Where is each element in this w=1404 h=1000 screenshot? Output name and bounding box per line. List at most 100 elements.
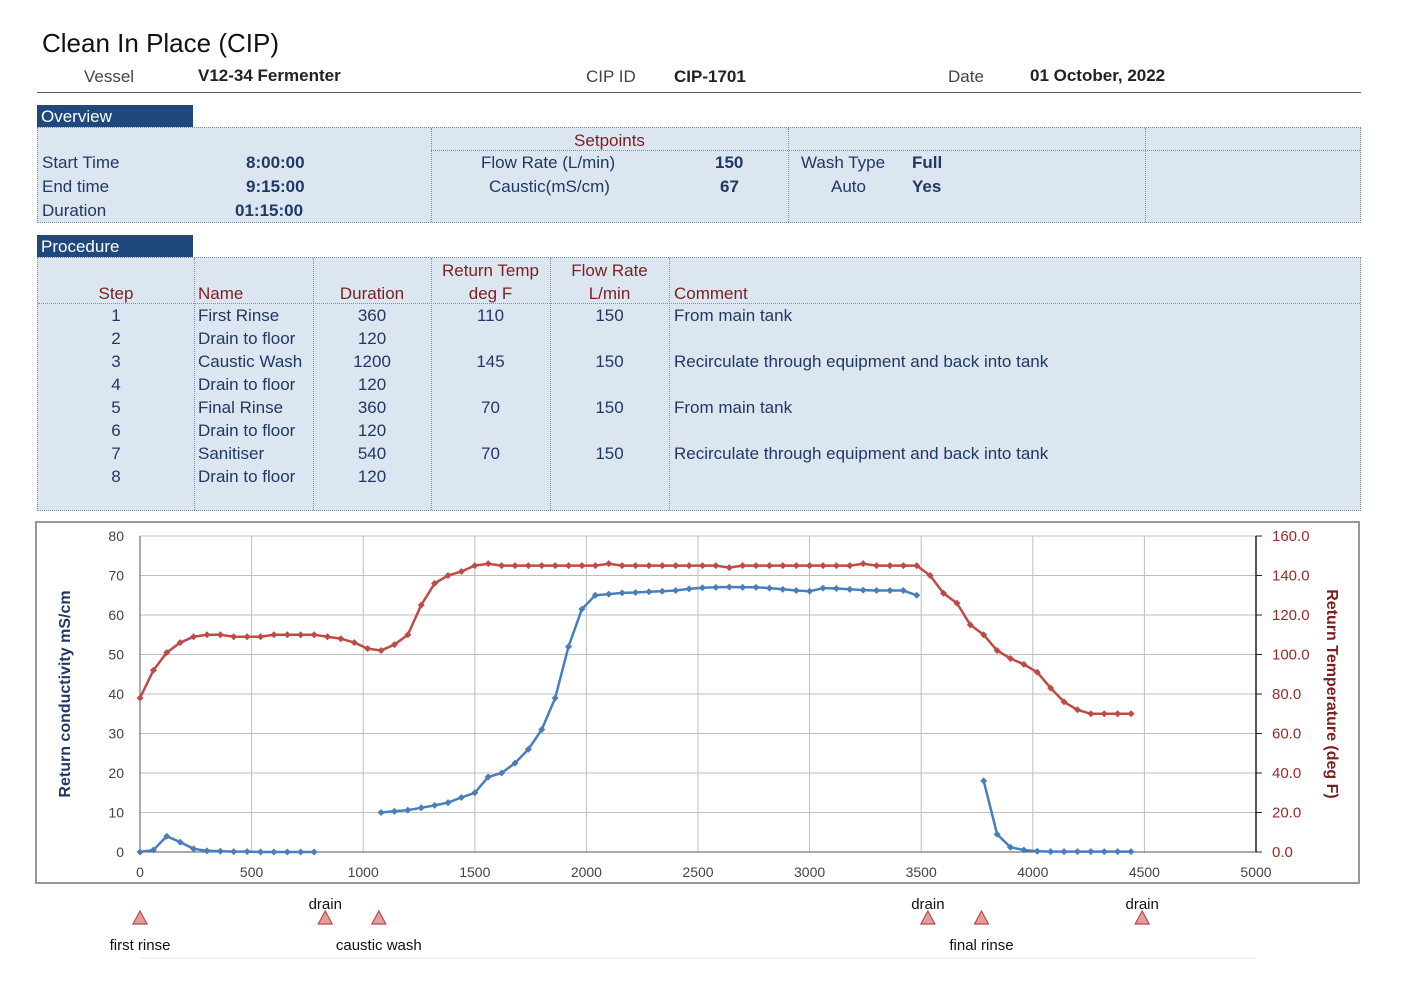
cell-name: Caustic Wash — [198, 352, 303, 371]
col-header-l-min: L/min — [588, 284, 631, 303]
temperature-point — [1087, 710, 1095, 718]
temperature-point — [216, 631, 224, 639]
temperature-point — [792, 562, 800, 570]
conductivity-point — [980, 777, 988, 785]
y2-tick-label: 100.0 — [1272, 647, 1310, 664]
caustic-value: 67 — [720, 177, 739, 196]
wash-type-label: Wash Type — [801, 153, 886, 172]
temperature-point — [685, 562, 693, 570]
temperature-point — [779, 562, 787, 570]
temperature-point — [578, 562, 586, 570]
temperature-point — [739, 562, 747, 570]
conductivity-point — [1114, 848, 1122, 856]
step-marker-triangle — [1134, 909, 1151, 925]
temperature-point — [350, 639, 358, 647]
temperature-point — [698, 562, 706, 570]
temperature-point — [993, 647, 1001, 655]
step-marker-triangle — [317, 909, 334, 925]
conductivity-point — [404, 806, 412, 814]
step-marker-label: drain — [1125, 896, 1158, 913]
conductivity-point — [551, 694, 559, 702]
conductivity-point — [484, 773, 492, 781]
temperature-point — [940, 589, 948, 597]
y2-axis-title: Return Temperature (deg F) — [1323, 589, 1340, 799]
temperature-point — [243, 633, 251, 641]
cell-flow: 150 — [595, 444, 624, 463]
step-marker-triangle — [131, 909, 149, 925]
conductivity-point — [1087, 848, 1095, 856]
cell-step: 2 — [111, 329, 121, 348]
conductivity-point — [1073, 848, 1081, 856]
temperature-point — [1100, 710, 1108, 718]
conductivity-point — [1033, 847, 1041, 855]
temperature-point — [712, 562, 720, 570]
cip-id-value: CIP-1701 — [674, 67, 746, 86]
temperature-point — [390, 641, 398, 649]
conductivity-point — [176, 838, 184, 846]
auto-label: Auto — [831, 177, 866, 196]
vessel-value: V12-34 Fermenter — [198, 66, 341, 85]
temperature-point — [444, 572, 452, 579]
temperature-point — [859, 560, 867, 568]
conductivity-point — [216, 847, 224, 855]
temperature-point — [846, 562, 854, 570]
temperature-point — [1047, 684, 1055, 692]
conductivity-point — [806, 587, 814, 595]
conductivity-point — [913, 591, 921, 599]
temperature-point — [417, 601, 425, 609]
col-header-name: Name — [198, 284, 244, 303]
cell-duration: 360 — [357, 306, 387, 325]
x-tick-label: 1000 — [348, 864, 379, 880]
vessel-label: Vessel — [84, 67, 135, 86]
temperature-point — [645, 562, 653, 570]
procedure-table: Step Name Duration Return Temp deg F Flo… — [37, 257, 1361, 511]
temperature-point — [1006, 654, 1014, 662]
conductivity-point — [498, 769, 506, 777]
col-header-return-temp: Return Temp — [441, 261, 539, 280]
conductivity-point — [859, 586, 867, 594]
conductivity-point — [658, 587, 666, 595]
temperature-point — [953, 599, 961, 607]
temperature-point — [163, 649, 171, 657]
cell-duration: 120 — [357, 421, 387, 440]
col-header-flow-rate: Flow Rate — [571, 261, 648, 280]
step-marker-label: drain — [911, 896, 944, 913]
temperature-point — [899, 562, 907, 570]
temperature-point — [297, 631, 305, 639]
conductivity-point — [136, 848, 144, 856]
conductivity-point — [390, 807, 398, 815]
conductivity-point — [283, 848, 291, 856]
conductivity-point — [511, 759, 519, 767]
cell-name: First Rinse — [198, 306, 280, 325]
temperature-point — [203, 631, 211, 639]
conductivity-point — [645, 588, 653, 596]
cell-name: Drain to floor — [198, 375, 296, 394]
cell-flow: 150 — [595, 352, 624, 371]
conductivity-point — [243, 848, 251, 856]
temperature-point — [270, 631, 278, 639]
y-tick-label: 40 — [108, 686, 124, 702]
temperature-point — [484, 560, 492, 568]
conductivity-point — [605, 590, 613, 598]
temperature-point — [511, 562, 519, 570]
conductivity-point — [149, 846, 157, 854]
cell-comment: From main tank — [674, 398, 793, 417]
conductivity-point — [471, 789, 479, 797]
end-time-label: End time — [42, 177, 110, 196]
temperature-point — [1114, 710, 1122, 718]
divider — [550, 258, 551, 510]
cell-duration: 120 — [357, 467, 387, 486]
temperature-point — [404, 631, 412, 639]
x-tick-label: 4000 — [1017, 864, 1048, 880]
divider — [431, 258, 432, 510]
conductivity-point — [565, 643, 573, 651]
conductivity-point — [1060, 848, 1068, 856]
temperature-point — [310, 631, 318, 639]
conductivity-point — [899, 587, 907, 595]
cell-temp: 110 — [476, 306, 505, 325]
cell-duration: 1200 — [353, 352, 391, 371]
temperature-point — [658, 562, 666, 570]
temperature-point — [873, 562, 881, 570]
setpoints-title: Setpoints — [574, 131, 645, 150]
